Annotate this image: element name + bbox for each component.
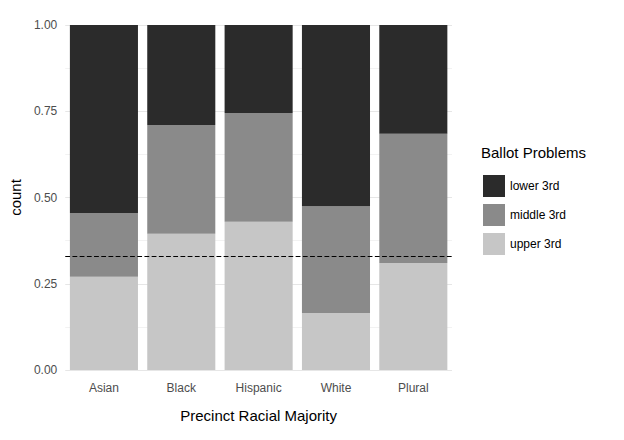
svg-text:0.50: 0.50 — [34, 191, 58, 205]
svg-text:0.75: 0.75 — [34, 104, 58, 118]
svg-text:lower 3rd: lower 3rd — [510, 179, 559, 193]
svg-text:1.00: 1.00 — [34, 18, 58, 32]
svg-text:Black: Black — [167, 381, 197, 395]
svg-text:0.00: 0.00 — [34, 363, 58, 377]
svg-text:Plural: Plural — [398, 381, 429, 395]
svg-text:White: White — [321, 381, 352, 395]
svg-text:middle 3rd: middle 3rd — [510, 208, 566, 222]
svg-text:count: count — [7, 178, 24, 216]
svg-text:Ballot Problems: Ballot Problems — [481, 144, 586, 161]
svg-text:Asian: Asian — [89, 381, 119, 395]
svg-text:upper 3rd: upper 3rd — [510, 237, 561, 251]
svg-text:Precinct Racial Majority: Precinct Racial Majority — [180, 407, 337, 424]
svg-text:Hispanic: Hispanic — [236, 381, 282, 395]
svg-text:0.25: 0.25 — [34, 277, 58, 291]
